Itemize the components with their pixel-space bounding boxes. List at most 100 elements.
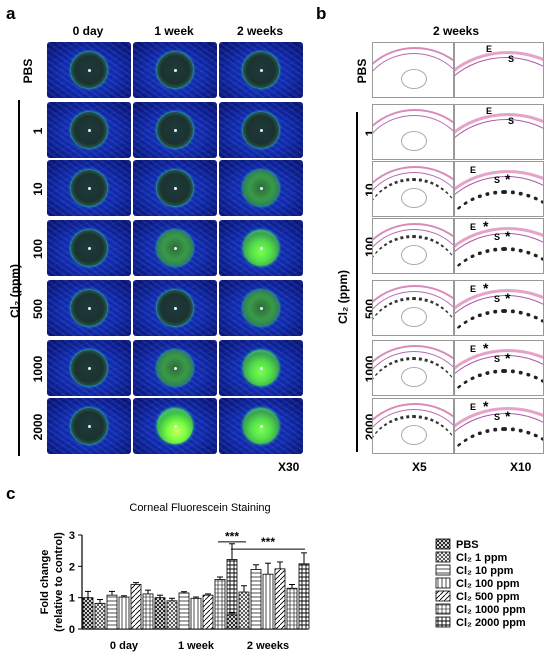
- bar: [250, 569, 262, 630]
- damage-star: *: [505, 171, 511, 187]
- legend-swatch: [435, 538, 451, 550]
- panel-b-bracket: [356, 112, 358, 452]
- eye-image: [133, 42, 217, 98]
- y-axis-label-unit: (relative to control): [53, 532, 65, 632]
- histology-x10-image: [454, 340, 544, 396]
- epithelium-label: E: [470, 284, 477, 294]
- damage-star: *: [483, 340, 489, 356]
- eye-image: [133, 102, 217, 158]
- bar: [262, 573, 274, 630]
- legend-swatch: [435, 577, 451, 589]
- eye-image: [47, 220, 131, 276]
- legend-label: Cl₂ 1000 ppm: [456, 604, 526, 616]
- damage-star: *: [505, 408, 511, 424]
- legend-label: Cl₂ 1 ppm: [456, 552, 508, 564]
- panel-a-row-label: 10: [31, 182, 45, 196]
- legend-label: PBS: [456, 539, 479, 551]
- histology-x5-image: [372, 280, 454, 336]
- histology-x5-image: [372, 42, 454, 98]
- eye-image: [47, 398, 131, 454]
- histology-x10-image: [454, 218, 544, 274]
- panel-a-row-label: 1000: [31, 355, 45, 383]
- legend-swatch: [435, 616, 451, 628]
- histology-x10-image: [454, 398, 544, 454]
- panel-b-group-label: Cl₂ (ppm): [336, 270, 350, 324]
- eye-image: [219, 220, 303, 276]
- eye-image: [219, 160, 303, 216]
- panel-a-row-label: 2000: [31, 413, 45, 441]
- histology-x5-image: [372, 398, 454, 454]
- panel-a-magnification: X30: [278, 460, 300, 474]
- histology-x5-image: [372, 340, 454, 396]
- y-tick-label: 0: [69, 624, 75, 636]
- bar: [190, 597, 202, 630]
- chart-title: Corneal Fluorescein Staining: [129, 502, 270, 514]
- x-category-label: 2 weeks: [247, 640, 289, 652]
- bar: [106, 594, 118, 630]
- legend-swatch: [435, 564, 451, 576]
- eye-image: [219, 102, 303, 158]
- legend-label: Cl₂ 10 ppm: [456, 565, 514, 577]
- stroma-label: S: [494, 232, 501, 242]
- panel-a-label: a: [6, 4, 16, 23]
- eye-image: [219, 280, 303, 336]
- epithelium-label: E: [486, 44, 493, 54]
- y-axis-label: Fold change: [39, 550, 51, 615]
- eye-image: [47, 160, 131, 216]
- stroma-label: S: [494, 294, 501, 304]
- eye-image: [47, 340, 131, 396]
- bar: [142, 593, 154, 630]
- legend-swatch: [435, 551, 451, 563]
- panel-a-row-label: 100: [31, 238, 45, 260]
- histology-x10-image: [454, 280, 544, 336]
- histology-x10-image: [454, 104, 544, 160]
- eye-image: [133, 160, 217, 216]
- eye-image: [133, 220, 217, 276]
- histology-x5-image: [372, 104, 454, 160]
- bar: [118, 596, 130, 630]
- legend-label: Cl₂ 500 ppm: [456, 591, 520, 603]
- panel-a-group-label: Cl₂ (ppm): [8, 264, 22, 318]
- x-category-label: 1 week: [178, 640, 215, 652]
- bar: [82, 597, 94, 630]
- panel-b-row-label: PBS: [355, 58, 369, 84]
- stroma-label: S: [494, 175, 501, 185]
- stroma-label: S: [508, 116, 515, 126]
- stroma-label: S: [494, 354, 501, 364]
- panel-a-row-label: 1: [31, 127, 45, 135]
- panel-b-col-2weeks: 2 weeks: [432, 24, 480, 38]
- bar: [166, 600, 178, 630]
- bar: [274, 568, 286, 630]
- panel-a-col-1week: 1 week: [154, 24, 194, 38]
- legend-swatch: [435, 590, 451, 602]
- legend-swatch: [435, 603, 451, 615]
- histology-x5-image: [372, 161, 454, 217]
- damage-star: *: [505, 290, 511, 306]
- x-category-label: 0 day: [110, 640, 139, 652]
- panel-b-mag-right: X10: [510, 460, 532, 474]
- bar: [226, 614, 238, 630]
- panel-a-row-label: PBS: [21, 58, 35, 84]
- eye-image: [47, 42, 131, 98]
- panel-c-label: c: [6, 484, 16, 503]
- epithelium-label: E: [470, 222, 477, 232]
- damage-star: *: [505, 350, 511, 366]
- panel-b-mag-left: X5: [412, 460, 427, 474]
- legend-label: Cl₂ 2000 ppm: [456, 617, 526, 629]
- eye-image: [133, 398, 217, 454]
- bar: [286, 587, 298, 630]
- panel-a-col-2weeks: 2 weeks: [236, 24, 284, 38]
- eye-image: [133, 340, 217, 396]
- panel-a-row-label: 500: [31, 298, 45, 320]
- eye-image: [47, 102, 131, 158]
- y-tick-label: 2: [69, 561, 75, 573]
- bar: [178, 592, 190, 630]
- panel-b-label: b: [316, 4, 327, 23]
- significance-2weeks: ***: [261, 535, 275, 549]
- epithelium-label: E: [470, 165, 477, 175]
- bar: [130, 584, 142, 630]
- damage-star: *: [505, 228, 511, 244]
- significance-1week: ***: [225, 530, 239, 544]
- bar: [214, 579, 226, 630]
- epithelium-label: E: [470, 344, 477, 354]
